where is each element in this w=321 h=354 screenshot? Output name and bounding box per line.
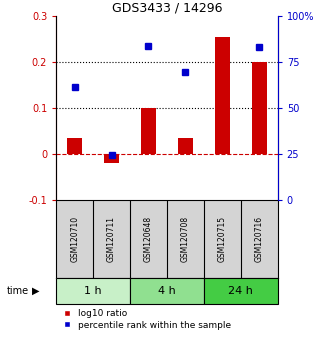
- Text: 4 h: 4 h: [158, 286, 176, 296]
- Text: 1 h: 1 h: [84, 286, 102, 296]
- Bar: [204, 278, 278, 304]
- Text: GSM120716: GSM120716: [255, 216, 264, 262]
- Text: GSM120708: GSM120708: [181, 216, 190, 262]
- Bar: [130, 278, 204, 304]
- Text: GSM120715: GSM120715: [218, 216, 227, 262]
- Bar: [178, 138, 193, 154]
- Legend: log10 ratio, percentile rank within the sample: log10 ratio, percentile rank within the …: [64, 309, 231, 330]
- Bar: [104, 154, 119, 163]
- Bar: [252, 62, 266, 154]
- Bar: [56, 278, 130, 304]
- Bar: [141, 108, 156, 154]
- Text: GSM120711: GSM120711: [107, 216, 116, 262]
- Text: GSM120648: GSM120648: [144, 216, 153, 262]
- Text: 24 h: 24 h: [228, 286, 253, 296]
- Text: GSM120710: GSM120710: [70, 216, 79, 262]
- Bar: [215, 36, 230, 154]
- Text: time: time: [6, 286, 29, 296]
- Bar: [67, 138, 82, 154]
- Title: GDS3433 / 14296: GDS3433 / 14296: [112, 2, 222, 15]
- Text: ▶: ▶: [32, 286, 39, 296]
